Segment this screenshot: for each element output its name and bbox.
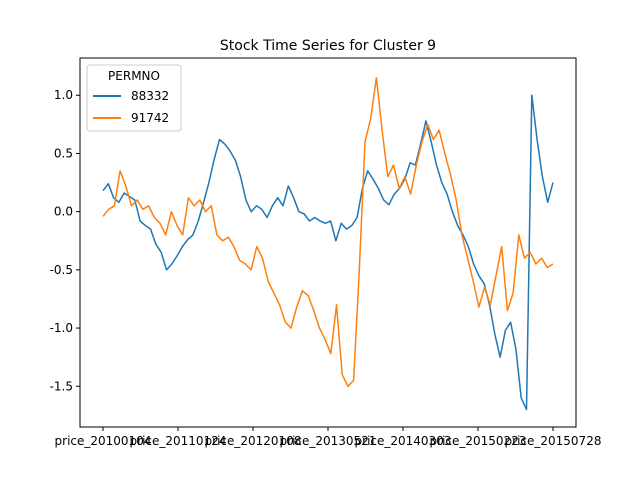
- legend: PERMNO 88332 91742: [86, 64, 182, 132]
- x-tick-label: price_20110124: [130, 434, 227, 448]
- series-lines: [102, 77, 554, 411]
- x-tick-label: price_20120108: [205, 434, 302, 448]
- x-tick-label: price_20100104: [55, 434, 152, 448]
- series-line-88332: [102, 94, 554, 411]
- legend-box: [86, 64, 182, 132]
- chart-title: Stock Time Series for Cluster 9: [220, 38, 436, 54]
- x-tick-label: price_20130521: [280, 434, 377, 448]
- x-tick-label: price_20140303: [355, 434, 452, 448]
- legend-items: 88332 91742: [93, 89, 169, 125]
- x-tick-label: price_20150728: [505, 434, 602, 448]
- legend-title: PERMNO: [108, 69, 160, 83]
- y-tick-label: 0.0: [54, 205, 73, 219]
- y-tick-label: 0.5: [54, 146, 73, 160]
- y-tick-label: 1.0: [54, 88, 73, 102]
- y-axis: -1.5 -1.0 -0.5 0.0 0.5 1.0: [50, 88, 80, 393]
- series-line-91742: [102, 77, 554, 388]
- y-tick-label: -0.5: [50, 263, 73, 277]
- x-axis: price_20100104price_20110124price_201201…: [55, 427, 602, 448]
- y-tick-label: -1.5: [50, 379, 73, 393]
- legend-label-91742: 91742: [131, 111, 169, 125]
- legend-label-88332: 88332: [131, 89, 169, 103]
- x-tick-label: price_20150223: [430, 434, 527, 448]
- y-tick-label: -1.0: [50, 321, 73, 335]
